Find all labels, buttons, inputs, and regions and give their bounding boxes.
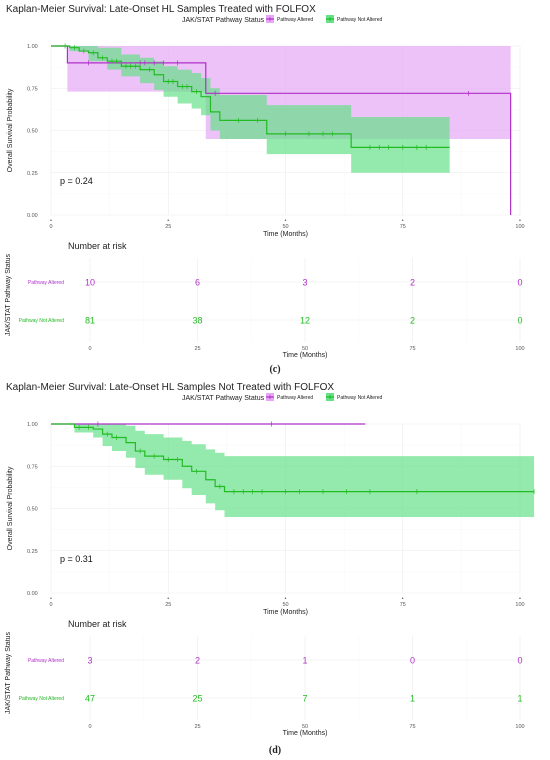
x-tick-label: 0 (49, 602, 52, 608)
risk-count: 1 (517, 694, 522, 704)
risk-count: 2 (410, 278, 415, 288)
risk-y-axis-title: JAK/STAT Pathway Status (5, 631, 12, 714)
risk-count: 25 (192, 694, 202, 704)
risk-x-tick-label: 75 (409, 724, 415, 730)
legend: JAK/STAT Pathway Status Pathway Altered Pa… (182, 393, 383, 402)
x-tick-mark: • (402, 596, 404, 602)
risk-row-label: Pathway Not Altered (19, 696, 65, 702)
risk-x-tick-label: 0 (88, 724, 91, 730)
x-tick-label: 0 (49, 224, 52, 230)
risk-x-axis-title: Time (Months) (283, 352, 328, 359)
risk-count: 81 (85, 316, 95, 326)
risk-count: 1 (410, 694, 415, 704)
x-tick-label: 100 (515, 224, 524, 230)
survival-curve (51, 423, 535, 493)
risk-x-tick-label: 50 (302, 724, 308, 730)
km-panel-d: Kaplan-Meier Survival: Late-Onset HL Sam… (0, 378, 550, 760)
y-axis-title: Overall Survival Probability (7, 466, 14, 550)
y-tick-label: 1.00 (27, 44, 38, 50)
risk-count: 10 (85, 278, 95, 288)
legend-label: Pathway Not Altered (337, 17, 383, 23)
legend-title: JAK/STAT Pathway Status (182, 395, 265, 402)
risk-count: 0 (410, 656, 415, 666)
risk-row-label: Pathway Altered (28, 280, 64, 286)
risk-row-label: Pathway Not Altered (19, 318, 65, 324)
risk-x-tick-label: 100 (515, 346, 524, 352)
x-tick-mark: • (167, 596, 169, 602)
risk-count: 6 (195, 278, 200, 288)
x-tick-label: 75 (400, 224, 406, 230)
x-tick-mark: • (285, 596, 287, 602)
risk-count: 12 (300, 316, 310, 326)
legend-label: Pathway Altered (277, 395, 313, 401)
x-tick-label: 50 (282, 602, 288, 608)
figure-caption: (d) (268, 745, 282, 756)
risk-count: 1 (302, 656, 307, 666)
risk-count: 2 (410, 316, 415, 326)
chart-title: Kaplan-Meier Survival: Late-Onset HL Sam… (6, 382, 335, 393)
x-tick-mark: • (167, 218, 169, 224)
y-tick-label: 0.25 (27, 549, 38, 555)
y-tick-label: 0.75 (27, 86, 38, 92)
y-tick-label: 1.00 (27, 422, 38, 428)
x-axis-title: Time (Months) (263, 231, 308, 238)
y-tick-label: 0.50 (27, 507, 38, 513)
km-chart-d: JAK/STAT Pathway Status Pathway Altered Pa… (5, 393, 535, 737)
y-tick-label: 0.00 (27, 591, 38, 597)
risk-x-tick-label: 75 (409, 346, 415, 352)
x-tick-mark: • (50, 596, 52, 602)
x-tick-mark: • (519, 596, 521, 602)
risk-x-tick-label: 25 (194, 724, 200, 730)
risk-x-tick-label: 25 (194, 346, 200, 352)
y-tick-label: 0.25 (27, 171, 38, 177)
x-tick-label: 50 (282, 224, 288, 230)
y-tick-label: 0.75 (27, 464, 38, 470)
risk-x-tick-label: 100 (515, 724, 524, 730)
risk-table: Number at risk Pathway Altered 10 6 3 2 0 Pathw… (5, 241, 525, 359)
risk-table-title: Number at risk (68, 241, 127, 251)
risk-count: 2 (195, 656, 200, 666)
risk-count: 47 (85, 694, 95, 704)
risk-x-axis-title: Time (Months) (283, 730, 328, 737)
legend: JAK/STAT Pathway Status Pathway Altered Pa… (182, 15, 383, 24)
survival-curve (51, 45, 450, 148)
x-tick-mark: • (402, 218, 404, 224)
chart-title: Kaplan-Meier Survival: Late-Onset HL Sam… (6, 4, 316, 15)
y-tick-label: 0.50 (27, 129, 38, 135)
risk-count: 3 (302, 278, 307, 288)
risk-count: 38 (192, 316, 202, 326)
p-value: p = 0.31 (60, 554, 93, 564)
risk-y-axis-title: JAK/STAT Pathway Status (5, 253, 12, 336)
figure-caption: (c) (269, 364, 281, 375)
risk-count: 7 (302, 694, 307, 704)
x-tick-label: 25 (165, 602, 171, 608)
x-axis-title: Time (Months) (263, 609, 308, 616)
legend-label: Pathway Not Altered (337, 395, 383, 401)
risk-x-tick-label: 0 (88, 346, 91, 352)
x-tick-mark: • (285, 218, 287, 224)
risk-count: 0 (517, 316, 522, 326)
km-chart-c: JAK/STAT Pathway Status Pathway Altered Pa… (5, 15, 525, 359)
y-axis-title: Overall Survival Probability (7, 88, 14, 172)
x-tick-mark: • (519, 218, 521, 224)
risk-row-label: Pathway Altered (28, 658, 64, 664)
y-tick-label: 0.00 (27, 213, 38, 219)
risk-count: 0 (517, 656, 522, 666)
x-tick-label: 25 (165, 224, 171, 230)
km-panel-c: Kaplan-Meier Survival: Late-Onset HL Sam… (0, 0, 550, 378)
risk-x-tick-label: 50 (302, 346, 308, 352)
legend-title: JAK/STAT Pathway Status (182, 17, 265, 24)
x-tick-label: 75 (400, 602, 406, 608)
x-tick-label: 100 (515, 602, 524, 608)
risk-count: 0 (517, 278, 522, 288)
x-tick-mark: • (50, 218, 52, 224)
ci-band (51, 46, 450, 173)
ci-band (51, 424, 535, 517)
risk-table-title: Number at risk (68, 619, 127, 629)
p-value: p = 0.24 (60, 176, 93, 186)
risk-count: 3 (87, 656, 92, 666)
legend-label: Pathway Altered (277, 17, 313, 23)
